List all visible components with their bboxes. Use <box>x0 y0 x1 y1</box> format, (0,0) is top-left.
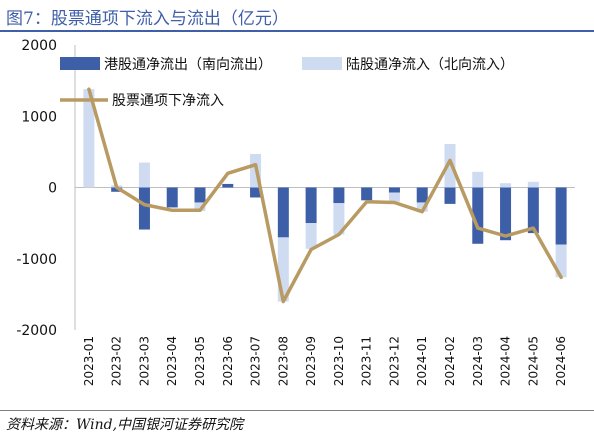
bar-southbound <box>472 187 484 244</box>
y-tick-label: 2000 <box>21 38 57 54</box>
x-tick-label: 2024-03 <box>471 336 485 386</box>
bar-southbound <box>194 187 206 203</box>
bar-northbound <box>138 162 150 188</box>
bar-northbound <box>83 89 95 188</box>
bar-southbound <box>333 187 345 204</box>
bottom-rule <box>0 410 594 411</box>
y-tick-label: -2000 <box>16 323 57 339</box>
y-tick-label: 0 <box>48 181 57 197</box>
bar-southbound <box>138 187 150 230</box>
bar-northbound <box>305 223 317 249</box>
x-tick-label: 2023-07 <box>249 336 263 386</box>
y-tick-label: 1000 <box>21 109 57 125</box>
bars <box>83 89 567 302</box>
x-tick-label: 2023-10 <box>332 336 346 386</box>
source-note: 资料来源：Wind,中国银河证券研究院 <box>6 417 244 433</box>
axes: 2000 1000 0 -1000 -2000 2023-01 2023-02 2023-03… <box>16 38 575 386</box>
x-tick-label: 2023-04 <box>165 336 179 386</box>
bar-southbound <box>305 187 317 224</box>
bar-southbound <box>361 187 373 201</box>
x-tick-label: 2023-03 <box>137 336 151 386</box>
bar-southbound <box>416 187 428 203</box>
bar-northbound <box>333 203 345 235</box>
bar-northbound <box>555 244 567 278</box>
line-series <box>87 87 563 304</box>
chart-title: 图7：股票通项下流入与流出（亿元） <box>6 9 289 29</box>
bar-southbound <box>222 183 234 188</box>
bar-northbound <box>444 144 456 188</box>
legend: 港股通净流出（南向流出） 陆股通净流入（北向流入） 股票通项下净流入 <box>60 57 514 109</box>
x-tick-label: 2024-04 <box>499 336 513 386</box>
bar-southbound <box>111 187 123 192</box>
bar-northbound <box>194 202 206 212</box>
legend-label: 股票通项下净流入 <box>112 93 224 109</box>
bar-southbound <box>527 187 539 234</box>
bar-northbound <box>500 183 512 188</box>
x-tick-label: 2023-06 <box>221 336 235 386</box>
net-inflow-line <box>87 87 563 304</box>
bar-northbound <box>388 192 400 202</box>
bar-southbound <box>444 187 456 204</box>
x-tick-label: 2024-05 <box>526 336 540 386</box>
x-tick-label: 2023-05 <box>193 336 207 386</box>
y-tick-label: -1000 <box>16 252 57 268</box>
x-tick-label: 2024-06 <box>554 336 568 386</box>
x-tick-label: 2023-02 <box>110 336 124 386</box>
bar-southbound <box>250 187 262 198</box>
x-tick-label: 2023-08 <box>276 336 290 386</box>
bar-southbound <box>277 187 289 238</box>
bar-southbound <box>555 187 567 245</box>
x-tick-label: 2024-01 <box>415 336 429 386</box>
chart: 2000 1000 0 -1000 -2000 2023-01 2023-02 2023-03… <box>16 38 575 386</box>
bar-southbound <box>500 187 512 241</box>
bar-northbound <box>472 171 484 188</box>
bar-southbound <box>166 187 178 208</box>
title-rule <box>0 30 594 32</box>
x-tick-label: 2023-09 <box>304 336 318 386</box>
bar-northbound <box>527 181 539 188</box>
bar-northbound <box>277 237 289 302</box>
legend-label: 港股通净流出（南向流出） <box>104 57 272 73</box>
x-tick-label: 2024-02 <box>443 336 457 386</box>
bar-northbound <box>416 202 428 212</box>
legend-swatch <box>302 57 342 70</box>
x-tick-label: 2023-11 <box>360 336 374 386</box>
legend-swatch <box>60 57 100 70</box>
legend-label: 陆股通净流入（北向流入） <box>346 57 514 73</box>
x-tick-label: 2023-01 <box>82 336 96 386</box>
bar-southbound <box>388 187 400 193</box>
x-tick-label: 2023-12 <box>387 336 401 386</box>
